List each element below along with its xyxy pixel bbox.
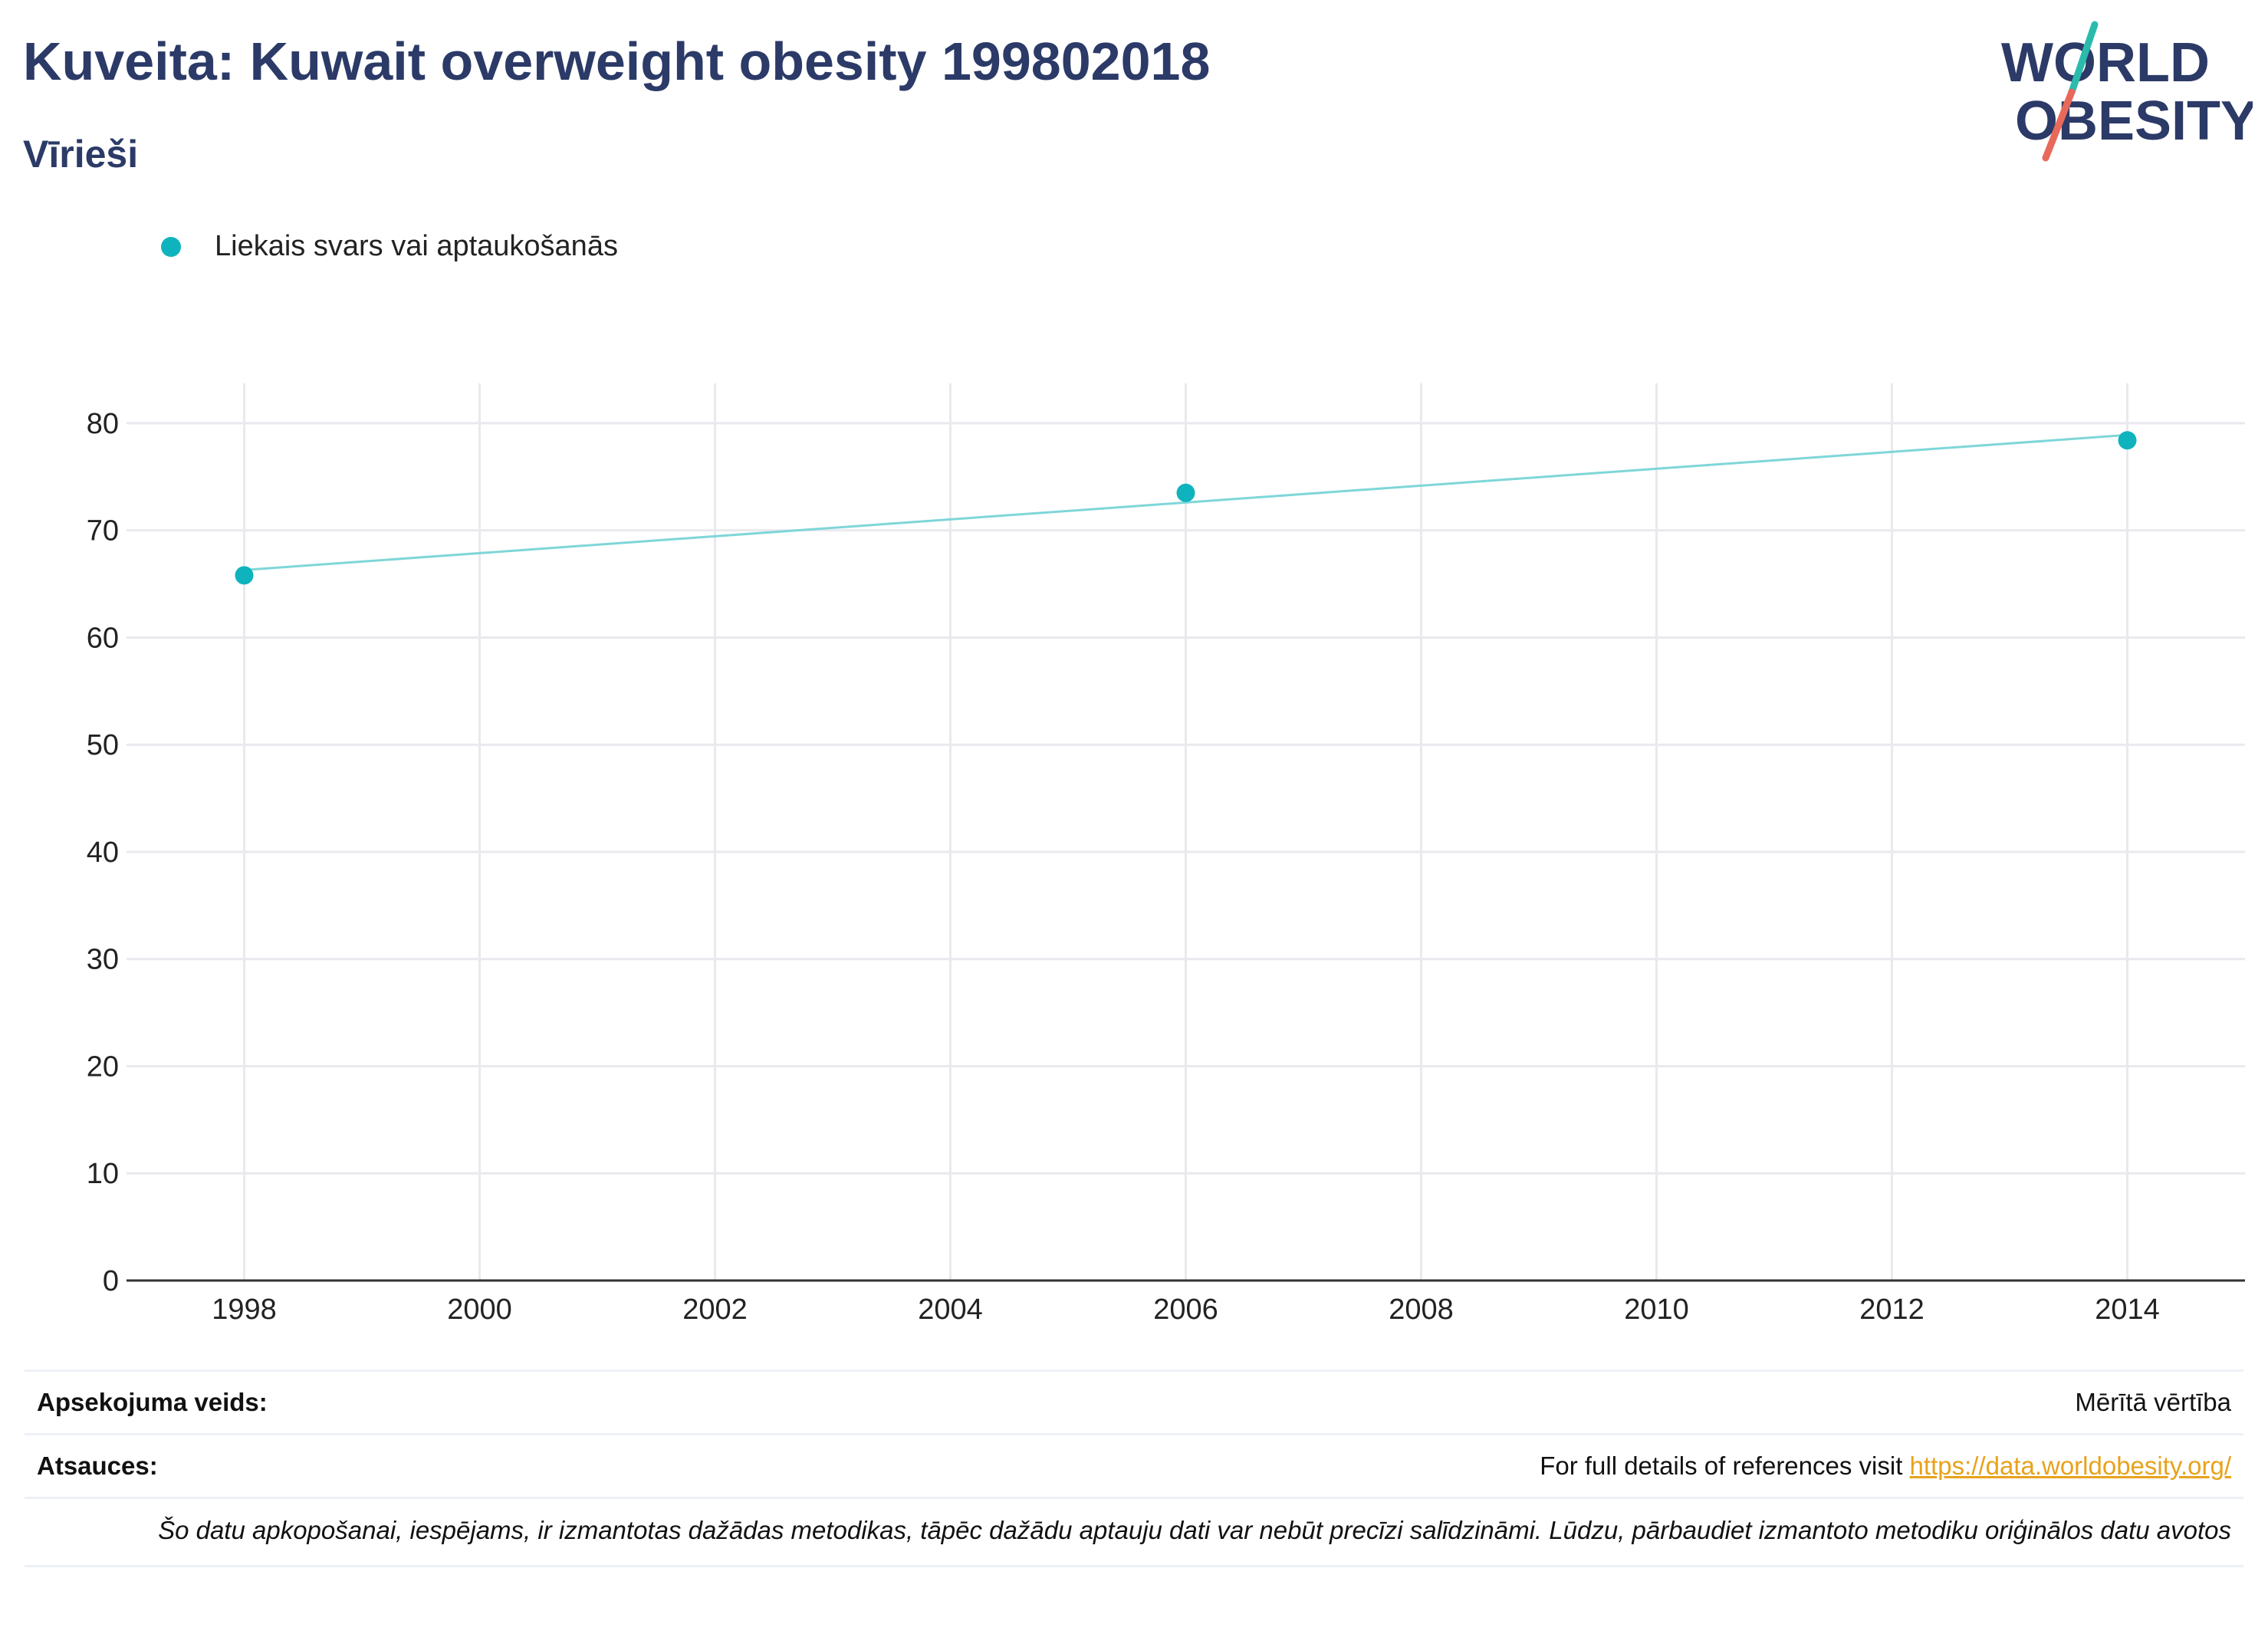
references-value: For full details of references visit htt… [1540, 1452, 2231, 1481]
y-tick-label: 0 [103, 1265, 119, 1297]
data-point [1176, 483, 1195, 502]
x-tick-label: 2012 [1859, 1294, 1925, 1326]
y-tick-label: 20 [87, 1050, 119, 1083]
references-label: Atsauces: [37, 1452, 158, 1480]
world-obesity-logo: WORLD OBESITY [2001, 21, 2253, 162]
y-tick-label: 70 [87, 515, 119, 547]
legend-marker [161, 236, 181, 257]
x-tick-label: 2010 [1624, 1294, 1689, 1326]
x-tick-label: 2006 [1153, 1294, 1218, 1326]
logo-line1: WORLD [2001, 32, 2210, 94]
data-point [2118, 431, 2137, 450]
chart-subtitle: Vīrieši [23, 133, 139, 176]
x-tick-label: 2014 [2095, 1294, 2160, 1326]
x-tick-label: 1998 [212, 1294, 277, 1326]
methodology-note: Šo datu apkopošanai, iespējams, ir izman… [25, 1499, 2243, 1568]
references-row: Atsauces: For full details of references… [25, 1435, 2243, 1499]
chart-legend[interactable]: Liekais svars vai aptaukošanās [161, 230, 618, 263]
x-tick-label: 2002 [682, 1294, 748, 1326]
references-link[interactable]: https://data.worldobesity.org/ [1909, 1452, 2231, 1480]
trend-line [244, 433, 2128, 571]
y-tick-label: 60 [87, 622, 119, 654]
survey-type-value: Mērītā vērtība [2075, 1388, 2231, 1416]
x-tick-label: 2000 [447, 1294, 512, 1326]
logo-slash-bottom [2042, 88, 2076, 162]
survey-type-row: Apsekojuma veids: Mērītā vērtība [25, 1372, 2243, 1435]
data-point [235, 566, 254, 585]
y-tick-label: 40 [87, 837, 119, 869]
y-tick-label: 80 [87, 408, 119, 440]
chart-footer: Apsekojuma veids: Mērītā vērtība Atsauce… [25, 1369, 2243, 1568]
x-tick-label: 2008 [1389, 1294, 1454, 1326]
legend-label: Liekais svars vai aptaukošanās [215, 230, 618, 262]
logo-slash-top [2068, 21, 2099, 96]
chart-plot: 0 10 20 30 40 50 60 70 80 1998 2000 2002 2004 2006 200… [87, 383, 2245, 1326]
x-tick-label: 2004 [918, 1294, 983, 1326]
survey-type-label: Apsekojuma veids: [37, 1388, 268, 1416]
references-text: For full details of references visit [1540, 1452, 1903, 1480]
y-tick-label: 10 [87, 1158, 119, 1190]
chart-title: Kuveita: Kuwait overweight obesity 19980… [23, 31, 1211, 91]
y-tick-label: 50 [87, 729, 119, 761]
y-tick-label: 30 [87, 944, 119, 976]
